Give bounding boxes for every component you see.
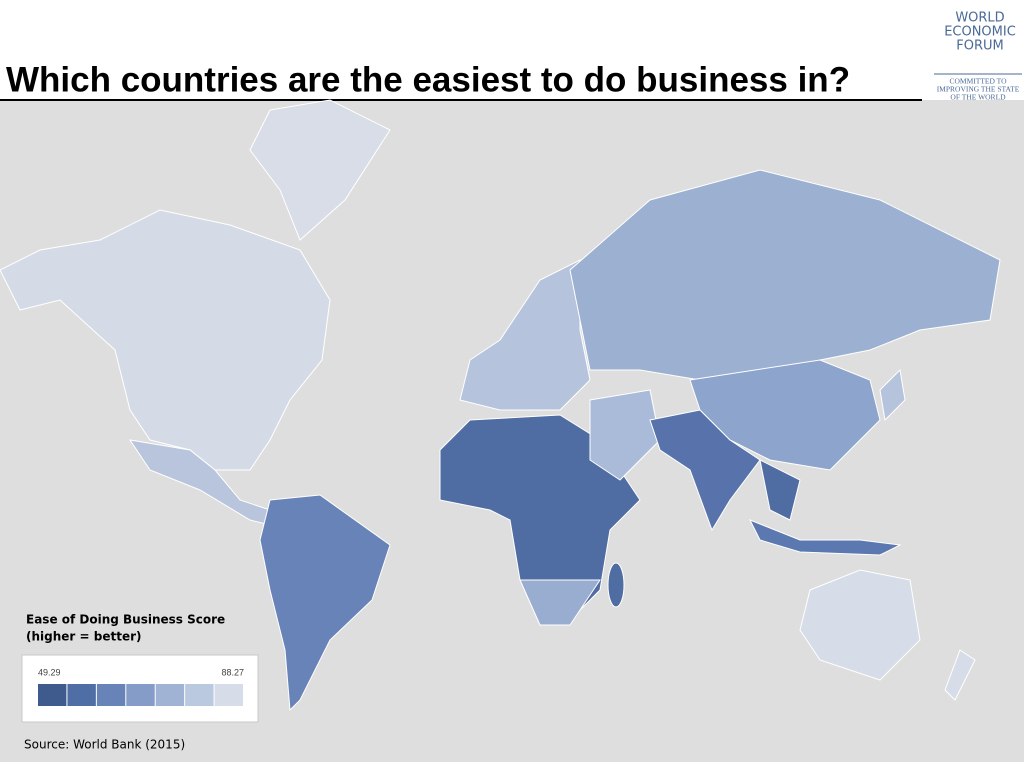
southeast-asia — [759, 459, 801, 521]
greenland — [249, 99, 391, 241]
logo-tagline: COMMITTED TO — [949, 77, 1007, 86]
logo: WORLD ECONOMIC FORUM COMMITTED TO IMPROV… — [934, 11, 1022, 102]
africa — [439, 414, 641, 626]
legend-swatch — [67, 684, 96, 706]
world-map — [0, 99, 1001, 712]
legend-title: Ease of Doing Business Score — [26, 613, 225, 627]
madagascar — [607, 562, 625, 608]
china — [689, 359, 881, 471]
legend-swatch — [214, 684, 243, 706]
new-zealand — [944, 649, 976, 701]
logo-line: FORUM — [956, 39, 1003, 54]
legend-min: 49.29 — [38, 667, 61, 677]
legend-swatch — [126, 684, 155, 706]
legend-scale — [38, 684, 243, 706]
indonesia — [748, 519, 902, 556]
legend-swatch — [185, 684, 214, 706]
legend-subtitle: (higher = better) — [26, 630, 141, 644]
logo-tagline: IMPROVING THE STATE — [937, 85, 1020, 94]
middle-east — [589, 389, 661, 481]
south-america — [259, 494, 391, 712]
legend-swatch — [38, 684, 67, 706]
title: Which countries are the easiest to do bu… — [6, 60, 850, 99]
legend-swatch — [155, 684, 185, 706]
australia — [799, 569, 921, 681]
north-america — [0, 209, 331, 471]
logo-line: WORLD — [955, 11, 1004, 26]
legend-max: 88.27 — [221, 667, 244, 677]
logo-tagline: OF THE WORLD — [950, 93, 1006, 102]
russia — [569, 169, 1001, 381]
legend-swatch — [96, 684, 126, 706]
japan — [879, 368, 906, 422]
southern-africa — [519, 579, 601, 626]
header-bar — [0, 0, 1024, 100]
logo-line: ECONOMIC — [944, 25, 1016, 40]
source: Source: World Bank (2015) — [24, 738, 185, 752]
